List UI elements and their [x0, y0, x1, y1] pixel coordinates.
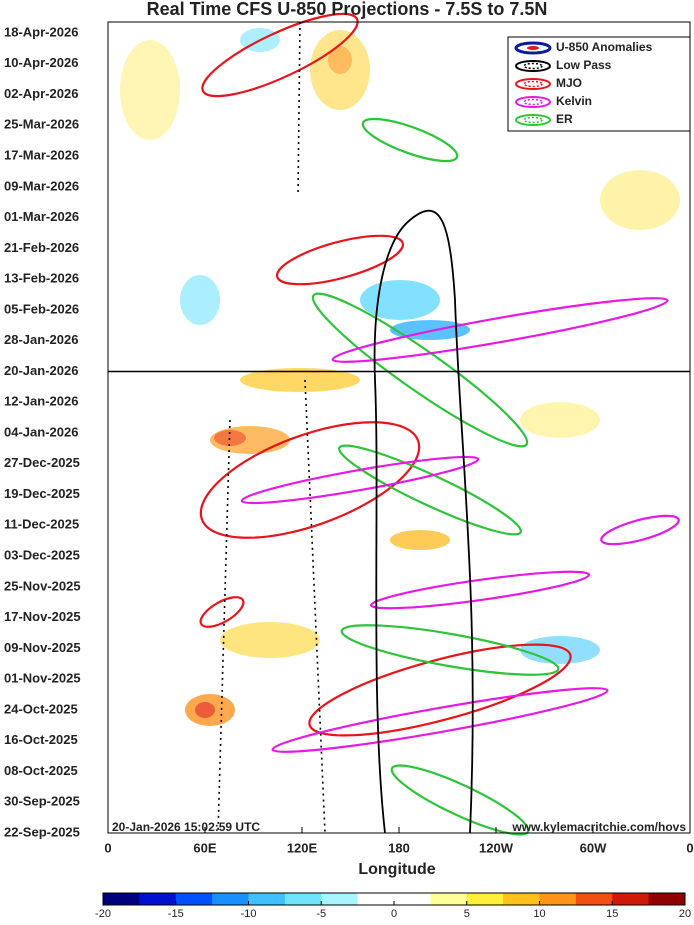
x-tick-label: 0 [104, 840, 111, 855]
y-tick-label: 08-Oct-2025 [4, 763, 78, 778]
legend-label: Low Pass [556, 58, 612, 72]
legend-swatch [515, 60, 551, 72]
colorbar-segment [539, 893, 577, 905]
legend-swatch [523, 80, 543, 88]
y-tick-label: 25-Mar-2026 [4, 117, 79, 132]
colorbar-segment [139, 893, 177, 905]
y-tick-label: 13-Feb-2026 [4, 271, 79, 286]
y-tick-label: 05-Feb-2026 [4, 301, 79, 316]
y-tick-label: 22-Sep-2025 [4, 824, 80, 839]
y-tick-label: 25-Nov-2025 [4, 578, 81, 593]
colorbar-segment [430, 893, 468, 905]
y-tick-label: 09-Nov-2025 [4, 640, 81, 655]
colorbar-segment [212, 893, 249, 905]
colorbar-segment [466, 893, 504, 905]
colorbar-tick-label: 5 [464, 908, 470, 920]
y-tick-label: 19-Dec-2025 [4, 486, 80, 501]
colorbar-tick-label: 15 [606, 908, 618, 920]
colorbar-segment [284, 893, 322, 905]
legend-swatch [515, 96, 551, 108]
legend-swatch [515, 114, 551, 126]
y-tick-label: 16-Oct-2025 [4, 732, 78, 747]
legend-swatch [514, 41, 552, 55]
y-tick-label: 09-Mar-2026 [4, 178, 79, 193]
legend-swatch [523, 62, 543, 70]
colorbar-tick-label: -20 [95, 908, 111, 920]
colorbar-segment [175, 893, 213, 905]
legend-label: Kelvin [556, 94, 592, 108]
y-tick-label: 03-Dec-2025 [4, 548, 80, 563]
y-tick-label: 20-Jan-2026 [4, 363, 78, 378]
y-tick-label: 12-Jan-2026 [4, 394, 78, 409]
x-axis-label: Longitude [358, 861, 435, 878]
y-tick-label: 24-Oct-2025 [4, 701, 78, 716]
colorbar-segment [248, 893, 286, 905]
colorbar-tick-label: -5 [316, 908, 326, 920]
legend-label: MJO [556, 76, 582, 90]
y-tick-label: 02-Apr-2026 [4, 86, 78, 101]
colorbar-segment [575, 893, 613, 905]
y-tick-label: 30-Sep-2025 [4, 794, 80, 809]
y-tick-label: 27-Dec-2025 [4, 455, 80, 470]
x-tick-label: 120E [287, 840, 318, 855]
y-tick-label: 10-Apr-2026 [4, 55, 78, 70]
legend-swatch [523, 98, 543, 106]
colorbar-segment [648, 893, 686, 905]
colorbar-tick-label: 20 [679, 908, 691, 920]
legend-swatch [515, 78, 551, 90]
colorbar-tick-label: -10 [241, 908, 257, 920]
legend-swatch [523, 116, 543, 124]
x-tick-label: 0 [686, 840, 693, 855]
colorbar-segment [103, 893, 140, 905]
chart-title: Real Time CFS U-850 Projections - 7.5S t… [147, 0, 548, 19]
x-tick-label: 60W [580, 840, 607, 855]
timestamp: 20-Jan-2026 15:02:59 UTC [112, 820, 260, 834]
wave-contours [199, 12, 680, 836]
legend-label: U-850 Anomalies [556, 40, 653, 54]
y-tick-label: 11-Dec-2025 [4, 517, 79, 532]
colorbar-tick-label: -15 [168, 908, 184, 920]
colorbar-segment [321, 893, 359, 905]
y-tick-label: 17-Nov-2025 [4, 609, 81, 624]
y-tick-label: 17-Mar-2026 [4, 148, 79, 163]
colorbar-segment [503, 893, 540, 905]
x-tick-label: 120W [479, 840, 514, 855]
y-tick-label: 01-Mar-2026 [4, 209, 79, 224]
legend-swatch [527, 46, 539, 50]
colorbar-tick-label: 0 [391, 908, 397, 920]
colorbar-segment [612, 893, 650, 905]
y-tick-label: 21-Feb-2026 [4, 240, 79, 255]
y-tick-label: 18-Apr-2026 [4, 24, 78, 39]
legend-label: ER [556, 112, 573, 126]
x-tick-label: 180 [388, 840, 410, 855]
colorbar-tick-label: 10 [533, 908, 545, 920]
y-tick-label: 28-Jan-2026 [4, 332, 78, 347]
x-tick-label: 60E [193, 840, 216, 855]
source-url: www.kylemacritchie.com/hovs [511, 820, 686, 834]
y-tick-label: 04-Jan-2026 [4, 424, 78, 439]
colorbar-segment [394, 893, 431, 905]
colorbar-segment [357, 893, 395, 905]
y-tick-label: 01-Nov-2025 [4, 671, 81, 686]
